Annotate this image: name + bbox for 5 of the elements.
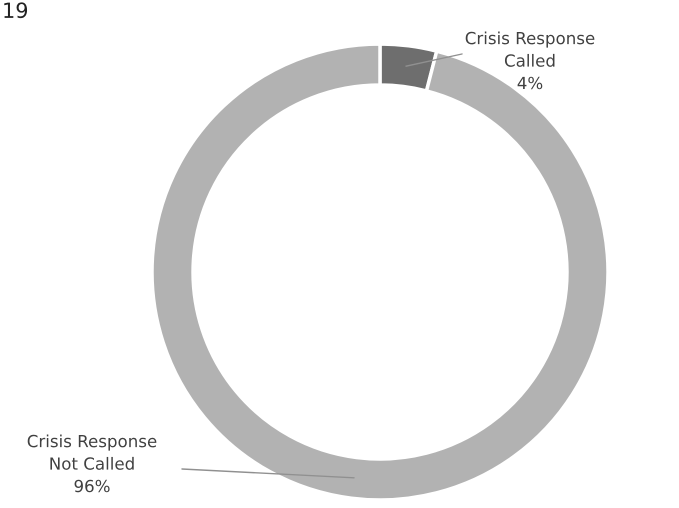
data-label: 96% (74, 480, 110, 492)
slice-label: Crisis Response Called (466, 31, 594, 67)
data-label: 4% (518, 76, 542, 90)
slice-label: Crisis Response Not Called (28, 434, 156, 470)
chart-title: 19 (4, 2, 28, 18)
